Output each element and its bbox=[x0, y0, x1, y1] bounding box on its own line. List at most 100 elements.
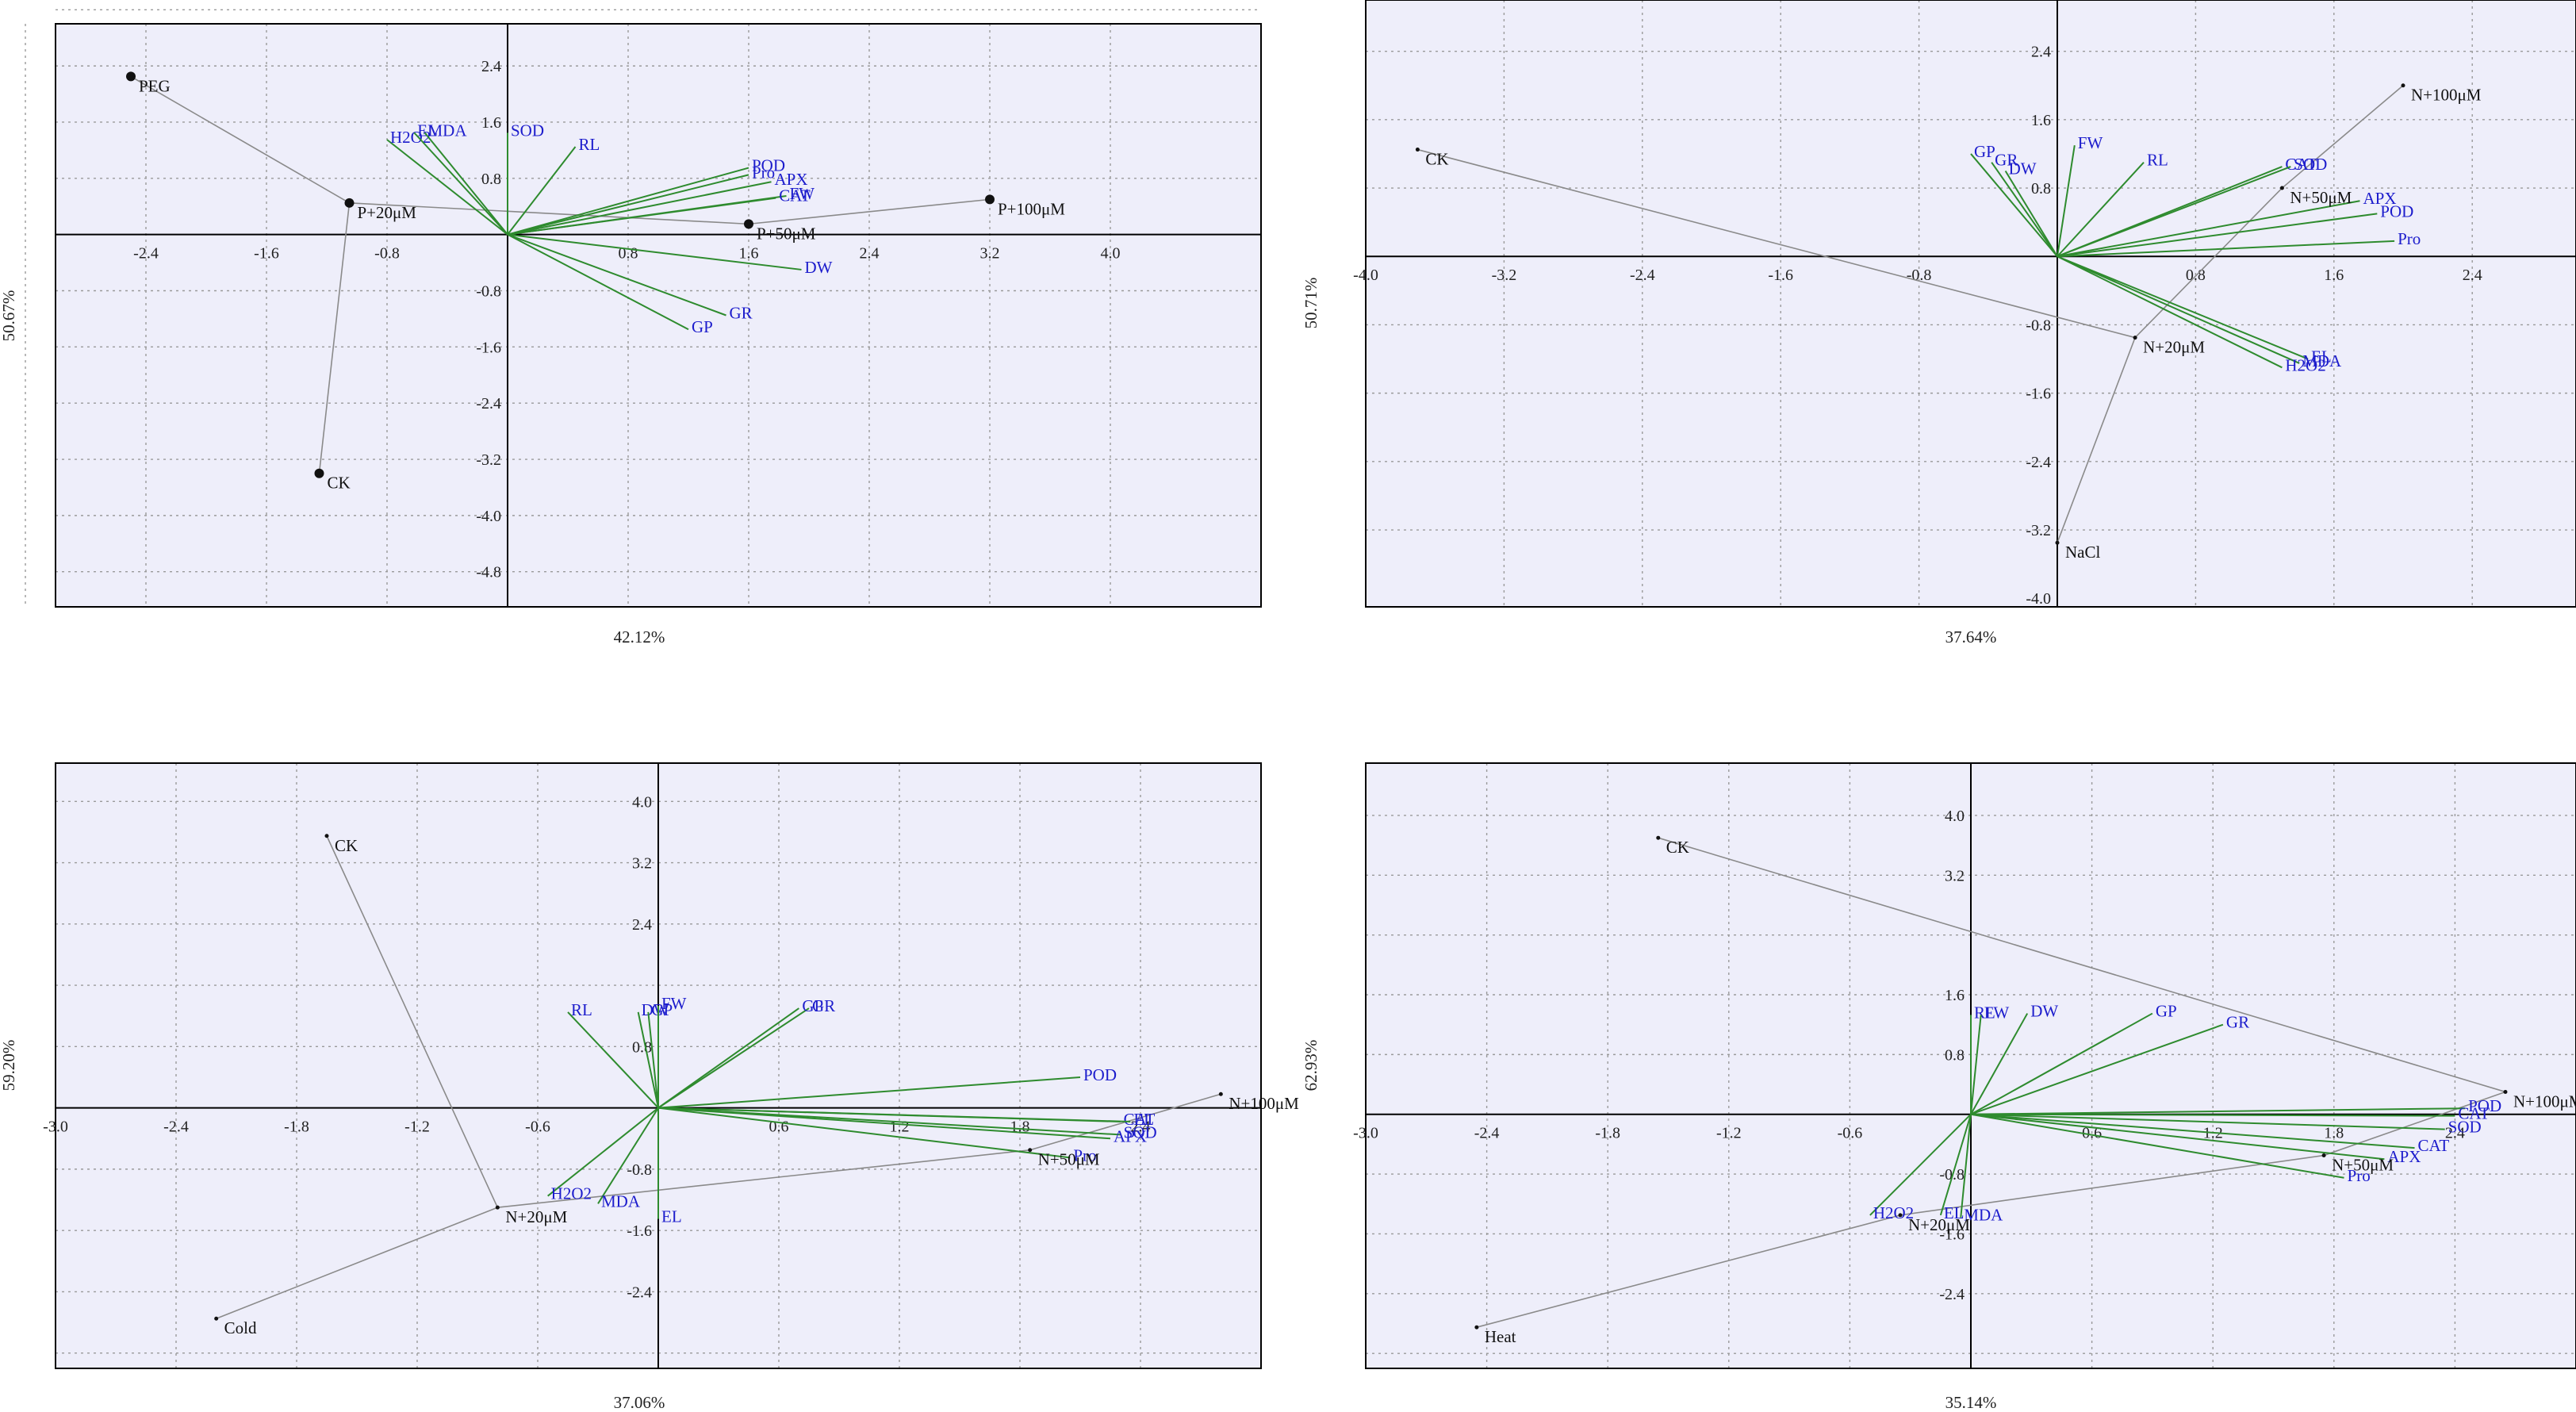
plot-frame bbox=[55, 762, 1262, 1369]
sample-label: N+20μM bbox=[2143, 338, 2205, 357]
y-axis-label: 50.71% bbox=[1301, 278, 1321, 329]
y-tick-label: -4.8 bbox=[476, 564, 501, 581]
vector-label: Pro bbox=[2348, 1166, 2371, 1185]
vector-label: Pro bbox=[752, 163, 775, 182]
vector-label: FW bbox=[790, 184, 815, 203]
sample-connector bbox=[1417, 85, 2404, 543]
vector-label: EL bbox=[1133, 1110, 1154, 1129]
vector-label: APX bbox=[775, 170, 808, 189]
vector-label: GP bbox=[1974, 142, 1995, 161]
x-tick-label: 0.6 bbox=[2082, 1125, 2102, 1142]
y-tick-label: -2.4 bbox=[1939, 1286, 1965, 1303]
loading-vector-gp bbox=[657, 1007, 799, 1109]
loading-vector-sod bbox=[2057, 166, 2291, 258]
y-tick-label: 1.6 bbox=[481, 114, 501, 132]
loading-vector-el bbox=[657, 1107, 1131, 1123]
sample-point bbox=[1028, 1148, 1033, 1153]
loading-vector-cat bbox=[1970, 1113, 2455, 1117]
loading-vector-dw bbox=[2004, 170, 2058, 257]
sample-point bbox=[214, 1316, 219, 1321]
sample-label: N+50μM bbox=[2290, 188, 2352, 207]
y-tick-label: 4.0 bbox=[1945, 808, 1965, 825]
vector-label: POD bbox=[2380, 201, 2413, 221]
sample-point bbox=[1656, 835, 1661, 840]
y-tick-label: 4.0 bbox=[632, 793, 652, 811]
sample-label: NaCl bbox=[2065, 543, 2100, 562]
sample-point bbox=[2279, 186, 2284, 190]
vector-label: GP bbox=[692, 317, 713, 336]
loading-vector-gp bbox=[647, 1011, 659, 1108]
sample-point bbox=[2321, 1153, 2326, 1158]
vector-label: H2O2 bbox=[551, 1184, 592, 1203]
plot-frame bbox=[1365, 0, 2576, 608]
y-tick-label: 0.8 bbox=[2031, 180, 2051, 198]
y-tick-label: 0.8 bbox=[481, 171, 501, 188]
y-tick-label: 2.4 bbox=[2031, 44, 2051, 61]
y-tick-label: 1.6 bbox=[1945, 987, 1965, 1004]
vector-label: POD bbox=[2468, 1096, 2501, 1115]
loading-vector-dw bbox=[637, 1011, 659, 1108]
sample-point bbox=[2055, 540, 2060, 545]
vector-label: CAT bbox=[2458, 1104, 2490, 1123]
sample-label: N+20μM bbox=[505, 1207, 567, 1226]
loading-vector-rl bbox=[2057, 162, 2145, 257]
y-tick-label: 0.8 bbox=[1945, 1046, 1965, 1064]
vector-label: DW bbox=[805, 258, 833, 277]
vector-label: GR bbox=[812, 996, 835, 1015]
loading-vector-dw bbox=[507, 233, 802, 271]
sample-point bbox=[1898, 1213, 1903, 1218]
loading-vector-el bbox=[1939, 1114, 1972, 1216]
y-tick-label: -0.8 bbox=[476, 283, 501, 301]
vector-label: GR bbox=[2226, 1013, 2249, 1032]
panel-heat: -3.0-2.4-1.8-1.2-0.60.61.21.82.44.03.21.… bbox=[1301, 762, 2576, 1412]
y-tick-label: -2.4 bbox=[627, 1283, 652, 1301]
y-axis-label: 62.93% bbox=[1301, 1040, 1321, 1092]
y-tick-label: -1.6 bbox=[1939, 1226, 1965, 1243]
sample-label: CK bbox=[1425, 150, 1448, 169]
sample-point bbox=[1474, 1325, 1479, 1330]
y-tick-label: -1.6 bbox=[476, 339, 501, 356]
loading-vector-gp bbox=[1970, 153, 2058, 257]
loading-vector-gp bbox=[507, 233, 689, 331]
sample-label: N+50μM bbox=[1038, 1150, 1100, 1169]
sample-label: N+100μM bbox=[2513, 1092, 2576, 1111]
vector-label: GP bbox=[651, 1000, 673, 1019]
loading-vector-gr bbox=[1970, 1023, 2224, 1115]
vector-label: FW bbox=[1984, 1003, 2010, 1022]
loading-vector-rl bbox=[567, 1011, 659, 1109]
loading-vector-gr bbox=[657, 1007, 810, 1109]
loading-vector-cat bbox=[1970, 1113, 2415, 1149]
y-tick-label: -3.2 bbox=[476, 451, 501, 469]
loading-vector-sod bbox=[1970, 1113, 2445, 1130]
loading-vector-pro bbox=[507, 174, 749, 236]
x-tick-label: 3.2 bbox=[980, 245, 1000, 263]
x-tick-label: 0.6 bbox=[769, 1118, 789, 1136]
sample-label: Cold bbox=[224, 1318, 257, 1337]
y-tick-label: 3.2 bbox=[1945, 867, 1965, 884]
sample-point bbox=[2401, 83, 2405, 88]
sample-label: N+50μM bbox=[2332, 1156, 2394, 1175]
y-tick-label: 0.8 bbox=[632, 1038, 652, 1056]
sample-label: Heat bbox=[1485, 1327, 1516, 1346]
loading-vector-pro bbox=[2057, 240, 2395, 258]
x-tick-label: -3.2 bbox=[1492, 267, 1517, 284]
loading-vector-apx bbox=[507, 181, 772, 236]
y-axis-label: 59.20% bbox=[0, 1040, 18, 1092]
plot-frame bbox=[55, 23, 1262, 608]
sample-point bbox=[495, 1205, 500, 1210]
x-tick-label: 2.4 bbox=[2463, 267, 2482, 284]
loading-vector-h2o2 bbox=[2057, 255, 2283, 369]
loading-vector-pod bbox=[657, 1076, 1081, 1109]
x-tick-label: -2.4 bbox=[1630, 267, 1655, 284]
sample-label: CK bbox=[328, 474, 351, 493]
loading-vector-gp bbox=[1970, 1012, 2153, 1115]
vector-label: Pro bbox=[2398, 229, 2421, 248]
x-tick-label: 1.8 bbox=[2324, 1125, 2344, 1142]
sample-point bbox=[314, 468, 324, 478]
vector-label: MDA bbox=[2302, 351, 2342, 370]
vector-label: APX bbox=[1114, 1126, 1147, 1145]
loading-vector-fw bbox=[2057, 145, 2076, 257]
vector-label: SOD bbox=[1124, 1122, 1157, 1141]
vector-label: GR bbox=[730, 304, 753, 323]
vector-label: H2O2 bbox=[2285, 355, 2325, 374]
